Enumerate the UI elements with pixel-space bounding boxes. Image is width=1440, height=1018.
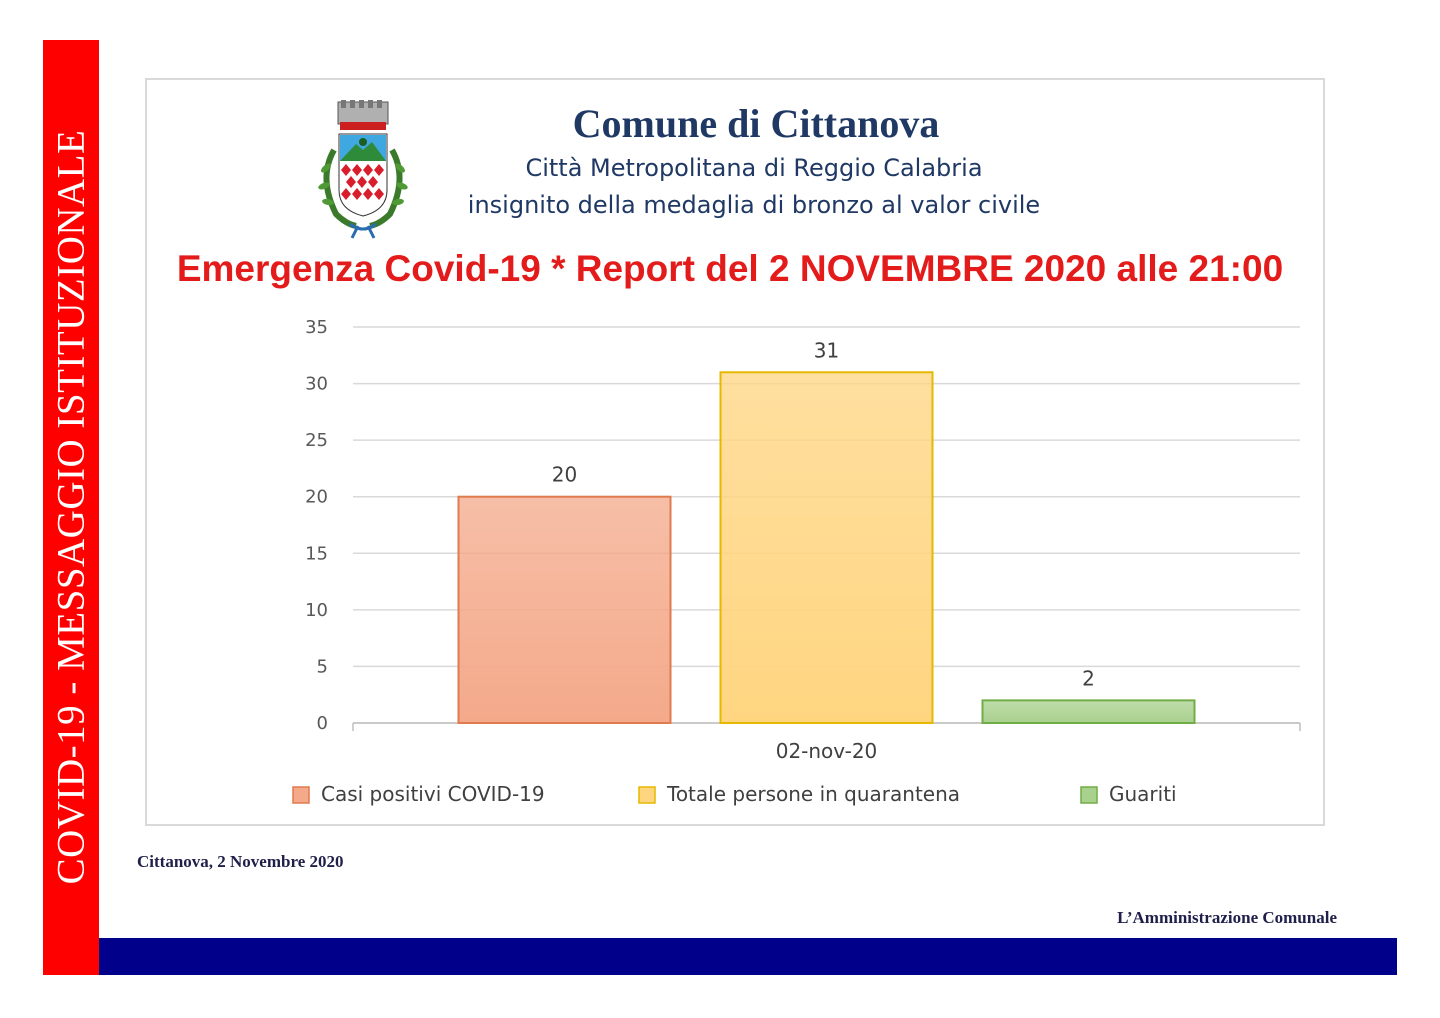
data-label: 2 bbox=[1082, 666, 1095, 690]
bottom-bar bbox=[99, 938, 1397, 975]
municipality-title: Comune di Cittanova bbox=[572, 101, 940, 146]
legend-swatch bbox=[292, 786, 310, 804]
legend-swatch bbox=[638, 786, 656, 804]
y-tick-label: 30 bbox=[305, 374, 328, 395]
bar-3 bbox=[981, 699, 1196, 724]
legend-label: Totale persone in quarantena bbox=[666, 782, 960, 806]
sidebar-banner bbox=[43, 40, 99, 975]
y-tick-label: 0 bbox=[317, 713, 328, 734]
y-tick-label: 5 bbox=[317, 656, 328, 677]
data-label: 20 bbox=[552, 463, 577, 487]
municipality-subtitle: Città Metropolitana di Reggio Calabria bbox=[525, 154, 983, 182]
y-tick-label: 15 bbox=[305, 543, 328, 564]
sidebar-label: COVID-19 - MESSAGGIO ISTITUZIONALE bbox=[49, 129, 93, 885]
legend-label: Casi positivi COVID-19 bbox=[321, 782, 545, 806]
data-label: 31 bbox=[814, 338, 839, 362]
y-tick-label: 35 bbox=[305, 317, 328, 338]
bar-2 bbox=[719, 371, 934, 724]
x-category-label: 02-nov-20 bbox=[776, 739, 878, 763]
coat-of-arms-icon bbox=[318, 100, 408, 239]
y-tick-label: 20 bbox=[305, 487, 328, 508]
footer-date: Cittanova, 2 Novembre 2020 bbox=[137, 852, 344, 871]
y-tick-label: 25 bbox=[305, 430, 328, 451]
municipality-honor: insignito della medaglia di bronzo al va… bbox=[467, 191, 1041, 219]
bar-1 bbox=[457, 495, 672, 724]
bar-chart: 0 5 10 15 20 25 30 35 20 31 2 02-nov-20 Casi positiv… bbox=[292, 317, 1301, 806]
y-tick-label: 10 bbox=[305, 600, 328, 621]
footer-signature: L’Amministrazione Comunale bbox=[1117, 908, 1337, 927]
legend-label: Guariti bbox=[1109, 782, 1177, 806]
report-title: Emergenza Covid-19 * Report del 2 NOVEMB… bbox=[176, 248, 1284, 289]
legend-swatch bbox=[1080, 786, 1098, 804]
